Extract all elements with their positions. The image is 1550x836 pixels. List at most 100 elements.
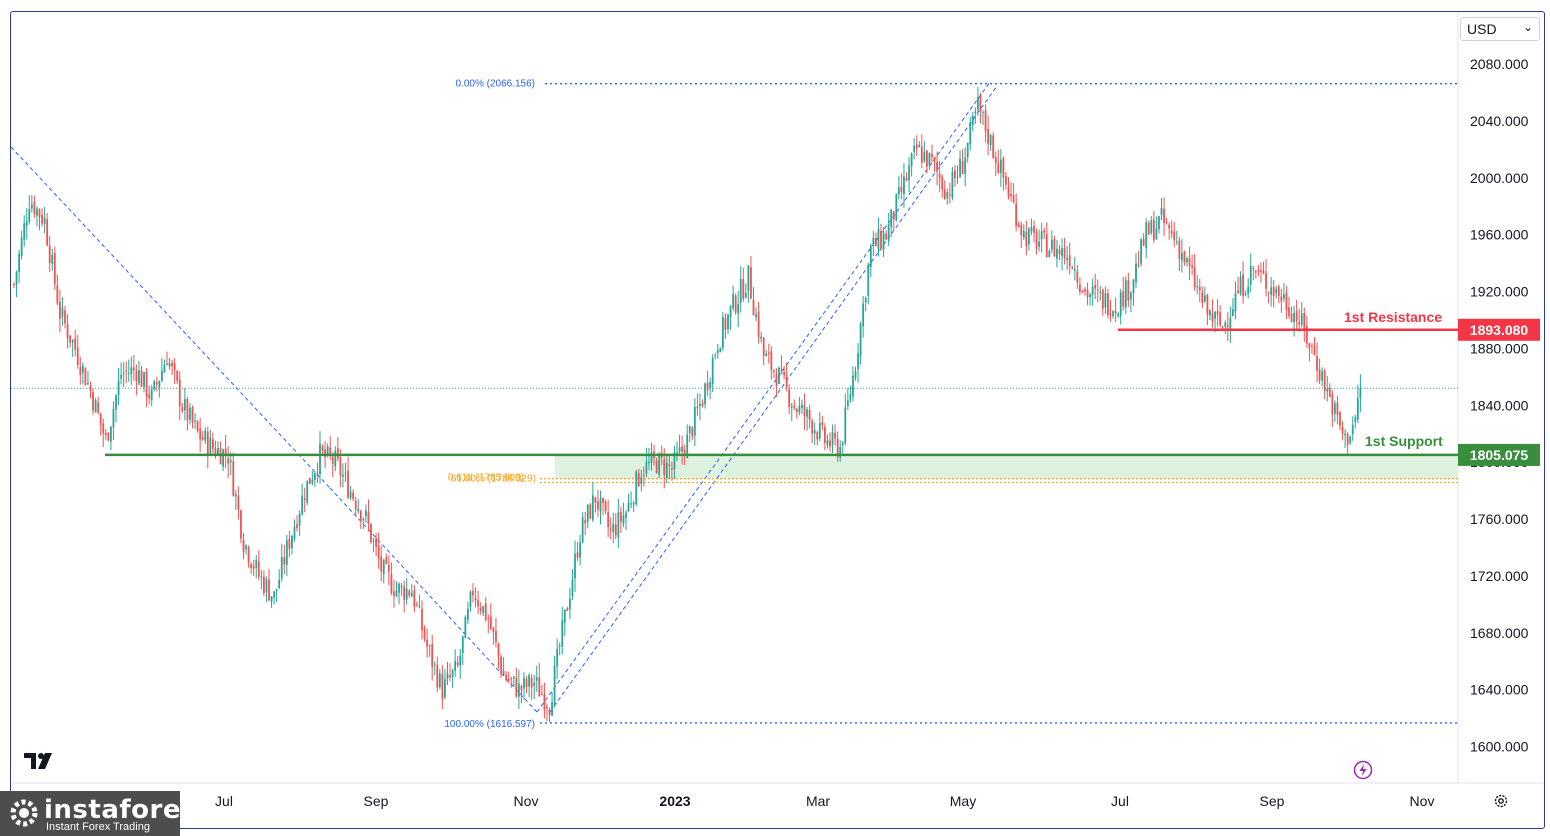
candle-body (597, 501, 599, 510)
candle-body (691, 427, 694, 437)
candle-body (869, 245, 872, 268)
candle-body (767, 352, 770, 355)
candle-body (354, 500, 357, 510)
candle-body (502, 670, 505, 676)
candle-body (1272, 287, 1275, 297)
candle-body (94, 400, 97, 413)
candle-body (390, 573, 393, 594)
y-tick-label: 1840.000 (1470, 397, 1529, 413)
candle-body (1237, 290, 1239, 294)
candle-body (1061, 248, 1063, 257)
candle-body (487, 618, 490, 620)
candle-body (1140, 239, 1142, 264)
candle-body (385, 557, 388, 564)
downtrend-line-extension[interactable] (329, 487, 538, 713)
fib-trend-line-parallel[interactable] (549, 85, 998, 713)
candle-body (724, 317, 727, 330)
candle-body (773, 370, 775, 372)
currency-select[interactable]: USD ⌄ (1460, 17, 1540, 41)
candle-body (449, 675, 451, 678)
candle-body (528, 675, 530, 687)
candle-body (918, 144, 921, 148)
candle-body (227, 458, 230, 464)
candle-body (1155, 228, 1158, 240)
candle-body (709, 381, 712, 389)
candle-body (956, 176, 959, 178)
candle-body (15, 271, 18, 285)
fib-trend-line[interactable] (536, 81, 991, 713)
candle-body (316, 472, 319, 474)
candle-body (467, 608, 469, 620)
candle-body (283, 557, 286, 565)
candle-body (770, 351, 773, 370)
candle-body (387, 564, 390, 573)
candle-body (1112, 311, 1114, 317)
candle-body (1323, 370, 1326, 391)
candle-body (1119, 292, 1122, 316)
candle-body (433, 663, 436, 665)
candle-body (326, 446, 329, 456)
candle-body (574, 553, 576, 579)
y-tick-label: 2000.000 (1470, 170, 1529, 186)
candle-body (1150, 220, 1153, 233)
candle-body (793, 405, 796, 408)
candle-body (484, 603, 487, 620)
candle-body (219, 448, 222, 465)
candle-body (408, 590, 411, 596)
candle-body (1048, 250, 1051, 258)
candle-body (813, 430, 816, 434)
candle-body (627, 502, 630, 512)
candle-body (1313, 346, 1316, 356)
candle-body (444, 679, 446, 698)
candle-body (686, 434, 689, 459)
candle-body (1050, 239, 1053, 250)
candle-body (456, 662, 459, 666)
candle-body (428, 645, 431, 647)
candle-body (1288, 307, 1290, 316)
candle-body (520, 686, 523, 691)
candle-body (594, 497, 597, 503)
candle-body (1107, 293, 1109, 315)
candle-body (135, 371, 138, 382)
candle-body (186, 398, 189, 421)
candle-body (620, 511, 622, 522)
candle-body (237, 496, 240, 510)
candle-body (977, 97, 979, 110)
candle-body (472, 590, 474, 596)
candle-body (737, 304, 740, 314)
instaforex-watermark: instaforex Instant Forex Trading (0, 791, 198, 836)
candle-body (28, 208, 31, 222)
candle-body (329, 447, 332, 456)
candle-body (880, 230, 882, 249)
candle-body (640, 477, 643, 485)
candle-body (525, 679, 528, 688)
candle-body (650, 453, 653, 463)
candle-body (280, 556, 283, 579)
candle-body (1079, 284, 1081, 292)
candle-body (890, 209, 893, 227)
candle-body (495, 630, 497, 643)
candle-body (209, 437, 212, 455)
lightning-icon[interactable] (1353, 760, 1373, 780)
candle-body (864, 298, 867, 303)
candle-body (790, 406, 793, 409)
settings-gear-icon[interactable] (1493, 793, 1509, 809)
candle-body (635, 471, 638, 505)
watermark-tagline: Instant Forex Trading (46, 821, 150, 833)
candle-body (339, 457, 342, 476)
candle-body (161, 370, 163, 381)
candle-body (630, 503, 632, 505)
candle-body (1221, 326, 1224, 328)
candle-body (1053, 238, 1056, 257)
candle-body (584, 520, 587, 524)
downtrend-line[interactable] (10, 146, 331, 489)
candle-body (954, 170, 956, 179)
candle-body (1295, 311, 1298, 321)
candle-body (1145, 222, 1148, 249)
candle-body (1249, 266, 1252, 285)
candle-body (589, 504, 592, 519)
candle-body (540, 694, 543, 696)
candle-body (372, 540, 375, 542)
candle-body (212, 439, 214, 449)
